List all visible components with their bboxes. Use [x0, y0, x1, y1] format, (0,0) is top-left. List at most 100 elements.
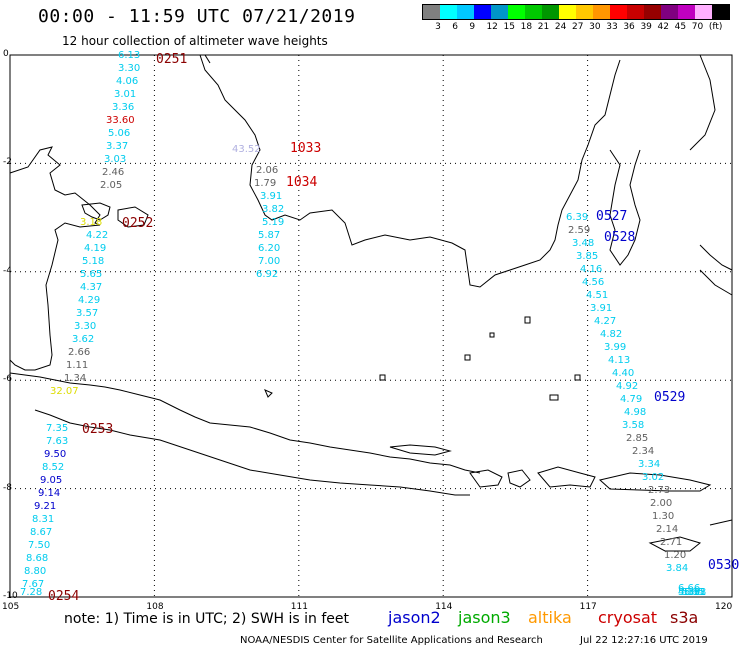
- footer-credit: NOAA/NESDIS Center for Satellite Applica…: [240, 635, 543, 646]
- color-scale-label: 30: [589, 22, 601, 32]
- color-scale-label: 33: [606, 22, 618, 32]
- footnote: note: 1) Time is in UTC; 2) SWH is in fe…: [64, 611, 350, 627]
- wave-height-label: 3.57: [76, 308, 98, 319]
- color-swatch: [593, 5, 610, 19]
- color-scale-label: 15: [503, 22, 515, 32]
- wave-height-label: 3.30: [74, 321, 96, 332]
- wave-height-label: 4.29: [78, 295, 100, 306]
- wave-height-label: 3.91: [590, 303, 612, 314]
- color-scale-label: 21: [537, 22, 550, 32]
- color-scale-bar: [422, 4, 730, 20]
- wave-height-label: 2.73: [648, 485, 670, 496]
- wave-height-label: 4.19: [678, 587, 700, 598]
- wave-height-label: 5.06: [108, 128, 130, 139]
- wave-height-label: 43.52: [232, 144, 261, 155]
- wave-height-label: 4.56: [582, 277, 604, 288]
- wave-height-label: 2.05: [100, 180, 122, 191]
- legend-jason2: jason2: [388, 608, 441, 627]
- wave-height-label: 3.85: [576, 251, 598, 262]
- wave-height-label: 2.46: [102, 167, 124, 178]
- color-swatch: [610, 5, 627, 19]
- wave-height-label: 4.22: [86, 230, 108, 241]
- wave-height-label: 4.27: [594, 316, 616, 327]
- wave-height-label: 5.19: [262, 217, 284, 228]
- longitude-tick-label: 105: [2, 602, 20, 612]
- color-scale-label: 45: [674, 22, 687, 32]
- wave-height-label: 6.39: [566, 212, 588, 223]
- pass-id-label: 0529: [654, 390, 685, 405]
- wave-height-label: 8.31: [32, 514, 54, 525]
- color-scale-label: 12: [486, 22, 498, 32]
- color-scale-label: 27: [572, 22, 584, 32]
- wave-height-label: 6.20: [258, 243, 280, 254]
- wave-height-label: 3.58: [622, 420, 644, 431]
- wave-height-label: 7.50: [28, 540, 50, 551]
- wave-height-label: 1.11: [66, 360, 88, 371]
- map-border: [9, 54, 733, 598]
- color-swatch: [661, 5, 678, 19]
- wave-height-label: 1.30: [652, 511, 674, 522]
- legend-altika: altika: [528, 608, 572, 627]
- color-scale-label: 36: [623, 22, 635, 32]
- color-scale-label: 70: [691, 22, 704, 32]
- wave-height-label: 2.66: [68, 347, 90, 358]
- wave-height-label: 3.01: [114, 89, 136, 100]
- wave-height-label: 32.07: [50, 386, 79, 397]
- wave-height-label: 5.18: [82, 256, 104, 267]
- wave-height-label: 3.02: [642, 472, 664, 483]
- legend-cryosat: cryosat: [598, 608, 658, 627]
- wave-height-label: 8.68: [26, 553, 48, 564]
- wave-height-label: 4.40: [612, 368, 634, 379]
- color-swatch: [474, 5, 491, 19]
- wave-height-label: 4.98: [624, 407, 646, 418]
- wave-height-label: 3.37: [106, 141, 128, 152]
- color-scale-label: 39: [640, 22, 652, 32]
- wave-height-label: 7.00: [258, 256, 280, 267]
- wave-height-label: 6.66: [678, 583, 700, 594]
- coastlines: [9, 54, 733, 552]
- longitude-tick-label: 117: [579, 602, 597, 612]
- wave-height-label: 7.28: [20, 587, 42, 598]
- color-swatch: [508, 5, 525, 19]
- wave-height-label: 5.65: [80, 269, 102, 280]
- wave-height-label: 8.67: [30, 527, 52, 538]
- color-swatch: [644, 5, 661, 19]
- longitude-tick-label: 111: [290, 602, 308, 612]
- color-swatch: [457, 5, 474, 19]
- wave-height-label: 2.34: [632, 446, 654, 457]
- color-scale-label: 3: [435, 22, 441, 32]
- color-swatch: [440, 5, 457, 19]
- longitude-tick-label: 120: [715, 602, 733, 612]
- wave-height-label: 7.35: [46, 423, 68, 434]
- wave-height-label: 6.13: [118, 50, 140, 61]
- wave-height-label: 3.99: [604, 342, 626, 353]
- pass-id-label: 0253: [82, 422, 113, 437]
- latitude-tick-label: -6: [3, 374, 12, 385]
- color-scale-label: (ft): [708, 22, 723, 32]
- pass-id-label: 0527: [596, 209, 627, 224]
- legend-jason3: jason3: [458, 608, 511, 627]
- wave-height-label: 3.30: [118, 63, 140, 74]
- pass-id-label: 0252: [122, 216, 153, 231]
- color-swatch: [627, 5, 644, 19]
- color-swatch: [695, 5, 712, 19]
- color-scale-label: 24: [554, 22, 567, 32]
- wave-height-label: 4.79: [620, 394, 642, 405]
- wave-height-label: 7.67: [22, 579, 44, 590]
- wave-height-label: 3.91: [260, 191, 282, 202]
- latitude-tick-label: -10: [3, 591, 18, 601]
- wave-height-label: 6.31: [684, 587, 706, 598]
- wave-height-label: 3.18: [80, 217, 102, 228]
- color-scale-labels: 3 6 9 12 15 18 21 24 27 30 33 36 39 42 45 70 (ft): [424, 22, 734, 34]
- color-swatch: [423, 5, 440, 19]
- pass-id-label: 0251: [156, 52, 187, 67]
- latitude-tick-label: -8: [3, 482, 12, 493]
- color-swatch: [491, 5, 508, 19]
- wave-height-label: 3.36: [112, 102, 134, 113]
- wave-height-label: 4.92: [616, 381, 638, 392]
- longitude-tick-label: 108: [146, 602, 164, 612]
- color-scale-label: 42: [657, 22, 669, 32]
- wave-height-label: 3.62: [72, 334, 94, 345]
- wave-height-label: 2.14: [656, 524, 678, 535]
- wave-height-label: 4.13: [608, 355, 630, 366]
